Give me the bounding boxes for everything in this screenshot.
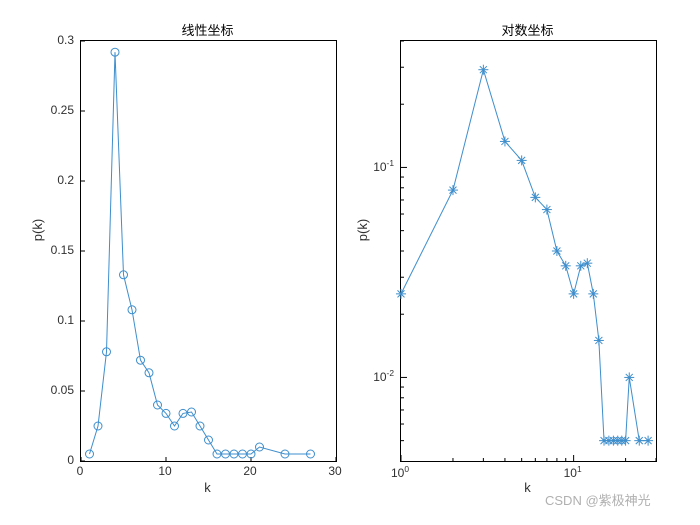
linear-ytick-label: 0.25 xyxy=(40,103,74,117)
linear-xtick-label: 10 xyxy=(158,464,171,478)
figure: 线性坐标 p(k) k 0 10 20 30 0 0.05 0.1 0.15 0.2 0.25 0… xyxy=(0,0,700,525)
linear-ytick-label: 0.2 xyxy=(40,173,74,187)
linear-ytick-label: 0.1 xyxy=(40,313,74,327)
log-xtick-label: 100 xyxy=(391,464,409,480)
linear-xlabel: k xyxy=(80,480,335,495)
linear-xtick-label: 0 xyxy=(77,464,84,478)
log-title: 对数坐标 xyxy=(400,20,655,39)
linear-svg xyxy=(81,41,336,461)
watermark: CSDN @紫极神光 xyxy=(545,490,651,509)
linear-xtick-label: 30 xyxy=(328,464,341,478)
linear-ytick-label: 0.05 xyxy=(40,383,74,397)
linear-ytick-label: 0.3 xyxy=(40,33,74,47)
linear-plot-area xyxy=(80,40,337,462)
linear-title: 线性坐标 xyxy=(80,20,335,39)
log-xtick-label: 101 xyxy=(564,464,582,480)
linear-xtick-label: 20 xyxy=(243,464,256,478)
log-ytick-label: 10-2 xyxy=(358,368,394,384)
linear-ylabel: p(k) xyxy=(30,180,45,280)
log-ylabel: p(k) xyxy=(355,180,370,280)
log-plot-area xyxy=(400,40,657,462)
log-ytick-label: 10-1 xyxy=(358,158,394,174)
linear-ytick-label: 0 xyxy=(40,453,74,467)
log-svg xyxy=(401,41,656,461)
linear-ytick-label: 0.15 xyxy=(40,243,74,257)
